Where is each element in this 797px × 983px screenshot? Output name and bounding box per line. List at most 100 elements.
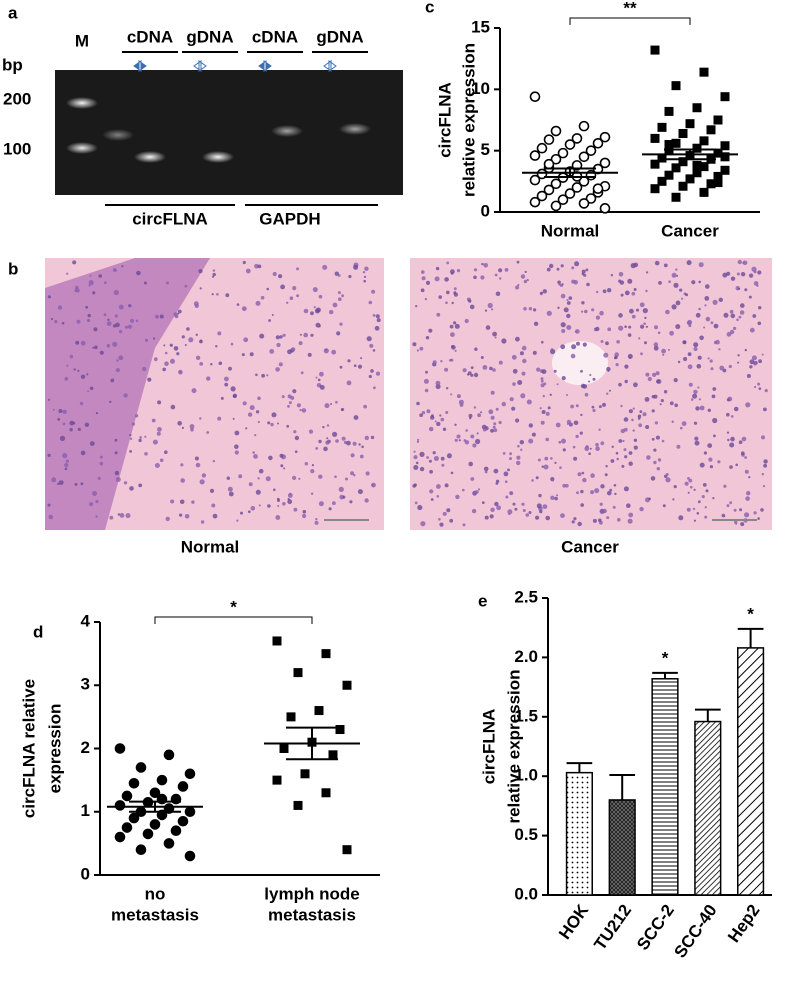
nucleus (571, 520, 575, 524)
nucleus (653, 460, 657, 465)
nucleus (531, 479, 534, 482)
nucleus (758, 359, 762, 364)
nucleus (151, 418, 156, 423)
nucleus (291, 347, 296, 352)
nucleus (631, 314, 636, 319)
nucleus (353, 264, 359, 270)
nucleus (363, 404, 367, 409)
nucleus (375, 371, 381, 376)
nucleus (123, 393, 128, 398)
data-point (163, 749, 175, 761)
nucleus (350, 453, 355, 458)
nucleus (453, 321, 457, 325)
nucleus (517, 444, 520, 448)
nucleus (672, 498, 675, 501)
nucleus (439, 414, 442, 417)
nucleus (523, 307, 527, 311)
nucleus (679, 288, 683, 292)
nucleus (318, 439, 322, 444)
nucleus (471, 508, 477, 514)
nucleus (416, 349, 419, 352)
nucleus (589, 373, 592, 377)
nucleus (93, 327, 98, 332)
nucleus (349, 500, 353, 504)
nucleus (298, 477, 301, 480)
nucleus (104, 281, 107, 284)
nucleus (570, 353, 576, 359)
nucleus (89, 441, 95, 446)
nucleus (446, 508, 451, 513)
nucleus (516, 460, 521, 466)
nucleus (541, 410, 546, 414)
nucleus (516, 455, 521, 460)
nucleus (184, 344, 187, 346)
nucleus (292, 389, 297, 394)
nucleus (114, 314, 118, 318)
nucleus (315, 518, 318, 521)
nucleus (293, 430, 297, 434)
data-point (713, 148, 723, 158)
nucleus (314, 308, 320, 314)
nucleus (442, 427, 447, 431)
nucleus (322, 425, 325, 429)
nucleus (539, 509, 543, 514)
nucleus (357, 489, 363, 495)
nucleus (247, 412, 253, 417)
gel-band (271, 125, 303, 137)
nucleus (665, 473, 669, 476)
y-tick-label: 0.5 (514, 825, 538, 844)
nucleus (95, 515, 98, 518)
nucleus (584, 446, 590, 452)
nucleus (446, 453, 452, 459)
nucleus (178, 369, 183, 375)
nucleus (615, 363, 619, 367)
nucleus (255, 300, 261, 306)
nucleus (420, 521, 426, 527)
nucleus (468, 413, 473, 418)
data-point (678, 128, 688, 138)
data-point (184, 806, 196, 818)
nucleus (748, 295, 752, 299)
nucleus (473, 268, 478, 272)
nucleus (450, 393, 453, 396)
nucleus (88, 284, 91, 287)
nucleus (624, 364, 629, 369)
nucleus (107, 318, 110, 321)
nucleus (676, 274, 679, 277)
data-point (585, 145, 597, 156)
nucleus (413, 455, 418, 460)
data-point (699, 187, 709, 197)
nucleus (424, 297, 428, 301)
nucleus (643, 322, 646, 326)
nucleus (287, 394, 292, 399)
data-point (650, 133, 660, 143)
nucleus (528, 307, 533, 311)
nucleus (581, 310, 584, 313)
nucleus (287, 499, 293, 505)
y-tick-label: 15 (471, 17, 490, 36)
nucleus (456, 394, 461, 399)
nucleus (241, 306, 247, 312)
nucleus (425, 370, 428, 374)
nucleus (267, 504, 271, 508)
data-point (293, 800, 303, 810)
nucleus (236, 303, 240, 306)
nucleus (74, 482, 78, 486)
nucleus (80, 374, 86, 379)
nucleus (607, 288, 612, 293)
data-point (177, 781, 189, 792)
data-point (699, 136, 709, 146)
nucleus (674, 403, 678, 408)
nucleus (346, 440, 351, 446)
nucleus (179, 513, 183, 517)
nucleus (217, 331, 222, 336)
data-point (699, 67, 709, 77)
nucleus (232, 393, 238, 398)
nucleus (556, 383, 559, 386)
nucleus (181, 426, 184, 429)
nucleus (64, 467, 68, 471)
nucleus (164, 361, 169, 367)
nucleus (415, 461, 419, 465)
nucleus (179, 499, 185, 505)
nucleus (730, 415, 734, 418)
